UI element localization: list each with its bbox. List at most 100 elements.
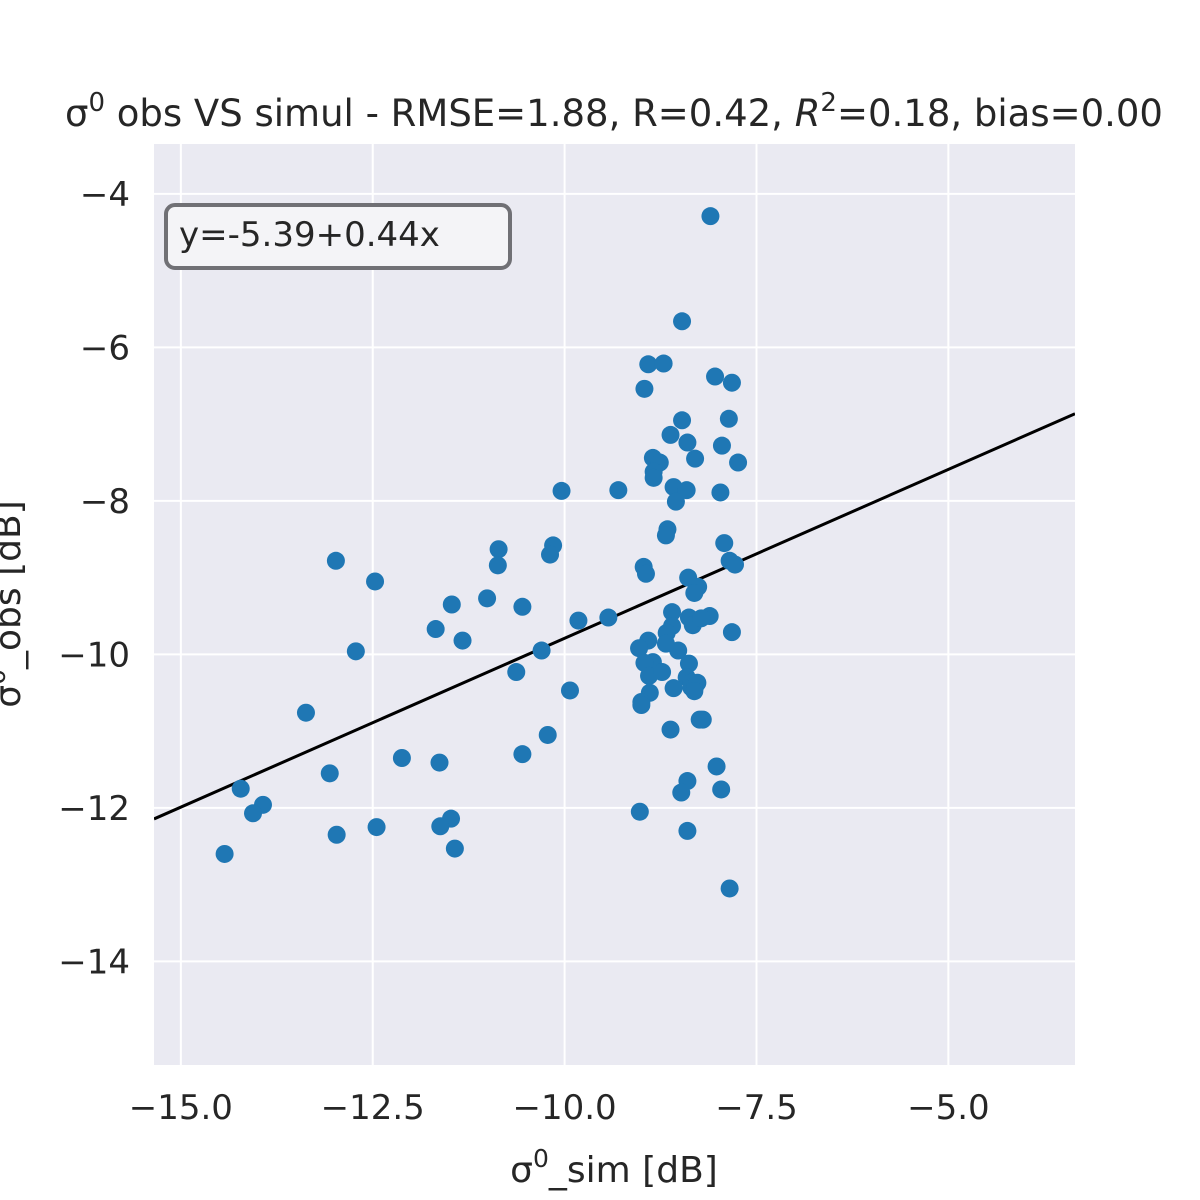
chart-title: σ0 obs VS simul - RMSE=1.88, R=0.42, R2=… xyxy=(65,88,1163,135)
data-point xyxy=(722,373,741,392)
data-point xyxy=(431,817,450,836)
data-point xyxy=(488,556,507,575)
data-point xyxy=(296,703,315,722)
data-point xyxy=(678,821,697,840)
data-point xyxy=(392,749,411,767)
data-point xyxy=(707,757,726,776)
y-tick-label: −10 xyxy=(58,635,130,675)
data-point xyxy=(326,551,345,570)
data-point xyxy=(507,663,526,682)
data-point xyxy=(679,654,698,673)
x-tick-label: −10.0 xyxy=(513,1088,617,1128)
x-tick-label: −15.0 xyxy=(129,1088,233,1128)
data-point xyxy=(664,679,683,698)
data-point xyxy=(513,597,532,616)
y-label-rest: _obs [dB] xyxy=(0,500,29,670)
x-label-rest: _sim [dB] xyxy=(548,1150,718,1191)
title-sup-2: 2 xyxy=(820,88,837,118)
data-point xyxy=(712,780,731,799)
data-point xyxy=(666,492,685,511)
data-point xyxy=(513,745,532,764)
data-point xyxy=(719,409,738,428)
y-tick-label: −8 xyxy=(80,482,130,522)
data-point xyxy=(478,589,497,608)
data-point xyxy=(725,555,744,574)
data-point xyxy=(654,354,673,373)
data-point xyxy=(320,764,339,783)
data-point xyxy=(712,436,731,455)
fit-equation-box: y=-5.39+0.44x xyxy=(164,203,512,270)
data-point xyxy=(720,879,739,898)
data-point xyxy=(685,682,704,701)
data-point xyxy=(538,725,557,744)
data-point xyxy=(661,720,680,739)
data-point xyxy=(661,425,680,444)
x-tick-label: −12.5 xyxy=(321,1088,425,1128)
y-label-sup: 0 xyxy=(0,669,11,685)
data-point xyxy=(599,608,618,627)
y-tick-label: −14 xyxy=(58,942,130,982)
data-point xyxy=(532,641,551,660)
data-point xyxy=(711,483,730,502)
data-point xyxy=(722,623,741,642)
data-point xyxy=(701,207,720,226)
data-point xyxy=(366,572,385,591)
data-point xyxy=(367,818,386,837)
grid-lines xyxy=(154,144,1075,1065)
data-point xyxy=(653,663,672,682)
data-point xyxy=(552,481,571,500)
y-label-sigma: σ xyxy=(0,685,29,708)
data-point xyxy=(442,595,461,614)
y-axis-label: σ0_obs [dB] xyxy=(0,500,29,707)
data-point xyxy=(632,696,651,715)
data-point xyxy=(706,367,725,386)
y-tick-label: −12 xyxy=(58,789,130,829)
y-tick-label: −4 xyxy=(80,175,130,215)
data-point xyxy=(630,802,649,821)
data-point xyxy=(430,753,449,772)
fit-equation: y=-5.39+0.44x xyxy=(179,215,440,255)
data-point xyxy=(541,545,560,564)
y-tick-labels: −14 −12 −10 −8 −6 −4 xyxy=(58,175,130,983)
data-point xyxy=(644,468,663,487)
x-axis-label: σ0_sim [dB] xyxy=(510,1144,718,1191)
data-point xyxy=(426,620,445,639)
data-point xyxy=(635,379,654,398)
data-point xyxy=(656,526,675,545)
x-label-sup: 0 xyxy=(533,1144,549,1173)
data-point xyxy=(609,481,628,500)
title-sup-0: 0 xyxy=(88,88,105,118)
data-point xyxy=(453,631,472,650)
data-point xyxy=(560,681,579,700)
y-tick-label: −6 xyxy=(80,328,130,368)
data-point xyxy=(630,639,649,658)
x-tick-label: −5.0 xyxy=(907,1088,990,1128)
data-point xyxy=(231,779,250,798)
data-point xyxy=(569,611,588,630)
data-point xyxy=(715,534,734,553)
data-point xyxy=(673,411,692,430)
title-main: obs VS simul - RMSE=1.88, R=0.42, xyxy=(105,92,795,135)
data-point xyxy=(678,433,697,452)
data-points xyxy=(215,207,748,898)
x-tick-labels: −15.0 −12.5 −10.0 −7.5 −5.0 xyxy=(129,1088,990,1128)
data-point xyxy=(327,825,346,844)
data-point xyxy=(215,844,234,863)
data-point xyxy=(445,839,464,858)
title-sigma: σ xyxy=(65,92,88,135)
data-point xyxy=(677,481,696,500)
data-point xyxy=(685,583,704,602)
data-point xyxy=(729,453,748,472)
title-r: R xyxy=(795,92,821,135)
data-point xyxy=(673,312,692,331)
data-point xyxy=(244,804,263,823)
data-point xyxy=(489,540,508,559)
data-point xyxy=(692,609,711,628)
x-label-sigma: σ xyxy=(510,1150,533,1191)
data-point xyxy=(346,642,365,661)
plot-background xyxy=(154,144,1075,1065)
x-tick-label: −7.5 xyxy=(715,1088,798,1128)
data-point xyxy=(686,449,705,468)
data-point xyxy=(636,564,655,583)
